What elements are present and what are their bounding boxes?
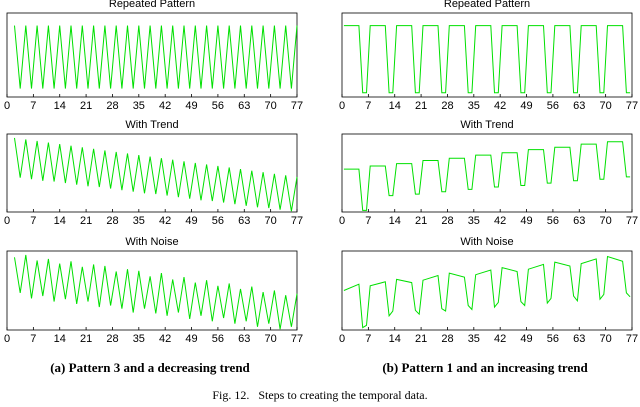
x-tick-label: 0 <box>4 215 10 227</box>
x-tick-label: 49 <box>185 333 197 345</box>
x-tick-label: 14 <box>54 333 66 345</box>
x-tick-label: 49 <box>520 100 532 112</box>
x-tick-label: 7 <box>30 333 36 345</box>
x-tick-label: 70 <box>265 333 277 345</box>
x-tick-label: 7 <box>365 333 371 345</box>
x-tick-label: 0 <box>339 100 345 112</box>
x-tick-label: 56 <box>212 100 224 112</box>
x-tick-label: 28 <box>106 333 118 345</box>
data-line <box>343 25 631 94</box>
x-tick-label: 77 <box>291 333 303 345</box>
x-tick-label: 56 <box>212 333 224 345</box>
x-tick-label: 63 <box>238 100 250 112</box>
chart-title: With Noise <box>125 236 178 248</box>
data-line <box>343 141 631 211</box>
x-tick-label: 35 <box>133 333 145 345</box>
x-tick-label: 35 <box>133 215 145 227</box>
chart-title: With Trend <box>125 119 178 131</box>
x-tick-label: 70 <box>265 100 277 112</box>
x-tick-label: 77 <box>626 215 638 227</box>
x-tick-label: 21 <box>80 100 92 112</box>
x-tick-label: 14 <box>389 215 401 227</box>
data-line <box>14 137 298 212</box>
x-tick-label: 28 <box>106 100 118 112</box>
x-tick-label: 28 <box>441 215 453 227</box>
chart-title: With Noise <box>460 236 513 248</box>
x-tick-label: 70 <box>600 215 612 227</box>
x-tick-label: 21 <box>80 333 92 345</box>
chart-title: Repeated Pattern <box>444 0 530 10</box>
x-tick-label: 63 <box>238 333 250 345</box>
x-tick-label: 21 <box>415 100 427 112</box>
x-tick-label: 28 <box>441 333 453 345</box>
plot-frame <box>6 133 298 213</box>
x-tick-label: 35 <box>133 100 145 112</box>
plot-frame <box>6 12 298 98</box>
x-tick-label: 21 <box>415 215 427 227</box>
x-tick-label: 21 <box>415 333 427 345</box>
x-tick-label: 28 <box>106 215 118 227</box>
x-tick-label: 77 <box>291 100 303 112</box>
plot-frame <box>341 250 633 331</box>
data-line <box>14 25 298 89</box>
x-tick-label: 56 <box>547 100 559 112</box>
x-tick-label: 7 <box>365 215 371 227</box>
x-tick-label: 28 <box>441 100 453 112</box>
x-tick-label: 7 <box>30 215 36 227</box>
x-tick-label: 0 <box>339 333 345 345</box>
plot-frame <box>341 12 633 98</box>
x-tick-label: 35 <box>468 100 480 112</box>
x-tick-label: 49 <box>520 333 532 345</box>
x-tick-label: 56 <box>547 333 559 345</box>
x-tick-label: 70 <box>600 100 612 112</box>
subcaption: (b) Pattern 1 and an increasing trend <box>382 360 588 375</box>
chart-title: With Trend <box>460 119 513 131</box>
x-tick-label: 35 <box>468 215 480 227</box>
x-tick-label: 42 <box>494 100 506 112</box>
x-tick-label: 0 <box>4 333 10 345</box>
x-tick-label: 77 <box>291 215 303 227</box>
x-tick-label: 42 <box>494 215 506 227</box>
x-tick-label: 63 <box>573 333 585 345</box>
x-tick-label: 42 <box>159 100 171 112</box>
figure-caption: Fig. 12. Steps to creating the temporal … <box>212 388 427 402</box>
x-tick-label: 49 <box>185 100 197 112</box>
x-tick-label: 63 <box>573 100 585 112</box>
x-tick-label: 14 <box>54 100 66 112</box>
x-tick-label: 70 <box>600 333 612 345</box>
data-line <box>343 255 631 329</box>
x-tick-label: 49 <box>185 215 197 227</box>
x-tick-label: 49 <box>520 215 532 227</box>
x-tick-label: 42 <box>159 333 171 345</box>
x-tick-label: 56 <box>547 215 559 227</box>
x-tick-label: 14 <box>54 215 66 227</box>
x-tick-label: 14 <box>389 100 401 112</box>
x-tick-label: 42 <box>494 333 506 345</box>
chart-title: Repeated Pattern <box>109 0 195 10</box>
x-tick-label: 7 <box>30 100 36 112</box>
x-tick-label: 14 <box>389 333 401 345</box>
x-tick-label: 7 <box>365 100 371 112</box>
x-tick-label: 21 <box>80 215 92 227</box>
x-tick-label: 35 <box>468 333 480 345</box>
x-tick-label: 0 <box>339 215 345 227</box>
x-tick-label: 77 <box>626 100 638 112</box>
x-tick-label: 56 <box>212 215 224 227</box>
x-tick-label: 63 <box>573 215 585 227</box>
x-tick-label: 70 <box>265 215 277 227</box>
plot-frame <box>6 250 298 331</box>
data-line <box>14 254 298 330</box>
plot-frame <box>341 133 633 213</box>
x-tick-label: 63 <box>238 215 250 227</box>
x-tick-label: 42 <box>159 215 171 227</box>
x-tick-label: 0 <box>4 100 10 112</box>
subcaption: (a) Pattern 3 and a decreasing trend <box>50 360 250 375</box>
x-tick-label: 77 <box>626 333 638 345</box>
